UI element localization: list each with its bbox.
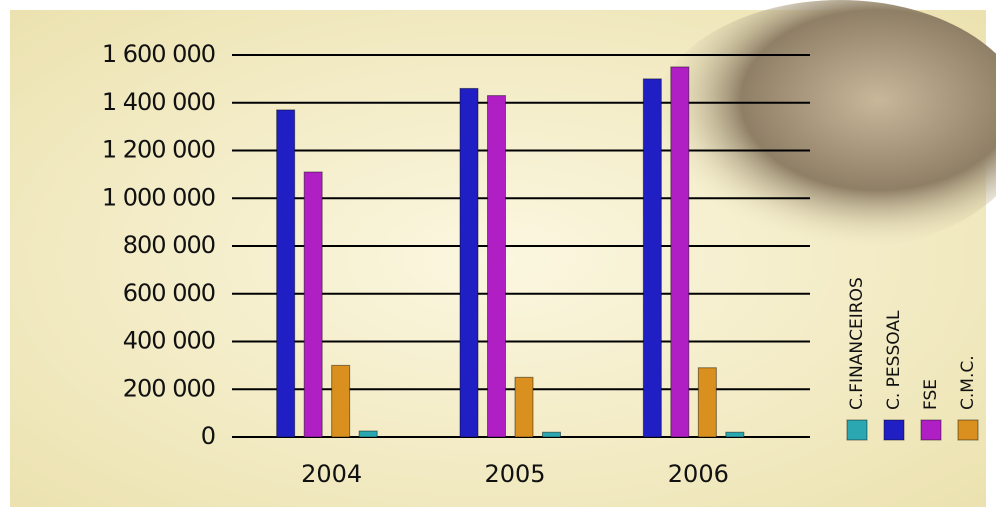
y-tick-label: 1 600 000 bbox=[102, 40, 215, 68]
y-tick-label: 0 bbox=[201, 422, 215, 450]
bar bbox=[514, 376, 534, 438]
x-tick-label: 2004 bbox=[301, 460, 362, 488]
y-tick-label: 1 400 000 bbox=[102, 88, 215, 116]
bar bbox=[725, 431, 745, 438]
x-tick-label: 2005 bbox=[484, 460, 545, 488]
legend-label: C.FINANCEIROS bbox=[847, 277, 867, 410]
bar bbox=[331, 364, 351, 438]
bar bbox=[642, 78, 662, 438]
legend-swatch bbox=[920, 419, 942, 441]
bar bbox=[487, 95, 506, 438]
legend-swatch bbox=[957, 419, 979, 441]
y-tick-label: 600 000 bbox=[123, 279, 215, 307]
bar bbox=[303, 171, 323, 438]
legend-swatch bbox=[883, 419, 905, 441]
legend-label: C. PESSOAL bbox=[884, 310, 904, 410]
bar bbox=[459, 87, 479, 438]
legend-label: C.M.C. bbox=[958, 355, 978, 410]
legend-swatch bbox=[846, 419, 868, 441]
y-tick-label: 1 000 000 bbox=[102, 183, 215, 211]
y-tick-label: 200 000 bbox=[123, 374, 215, 402]
y-tick-label: 800 000 bbox=[123, 231, 215, 259]
city-photo bbox=[650, 0, 996, 250]
y-tick-label: 1 200 000 bbox=[102, 136, 215, 164]
bar bbox=[358, 430, 378, 438]
bar bbox=[276, 109, 296, 438]
legend-label: FSE bbox=[921, 379, 941, 410]
bar bbox=[697, 367, 717, 438]
bar bbox=[670, 66, 690, 438]
bar bbox=[542, 431, 561, 438]
x-tick-label: 2006 bbox=[668, 460, 729, 488]
y-tick-label: 400 000 bbox=[123, 327, 215, 355]
